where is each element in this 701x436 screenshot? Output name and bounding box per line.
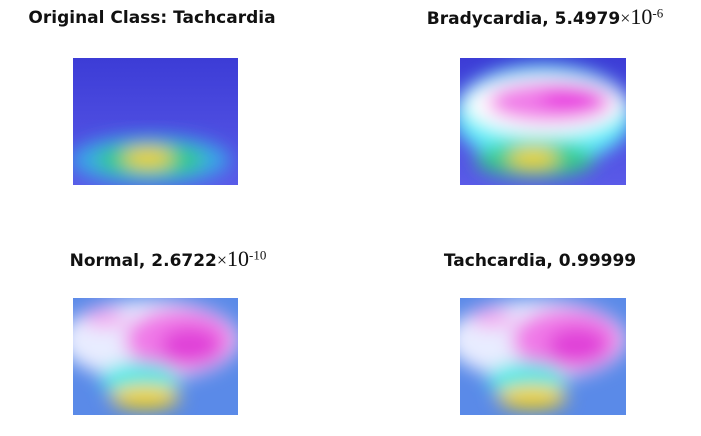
title-text: Normal, 2.6722 [69, 251, 217, 271]
title-text: Tachcardia, 0.99999 [443, 251, 637, 271]
exponent: -6 [652, 5, 664, 21]
panel-title: Original Class: Tachcardia [28, 8, 275, 28]
panel-title: Bradycardia, 5.4979×10-6 [427, 4, 663, 30]
heatmap [460, 298, 626, 415]
exponent: -10 [249, 247, 267, 263]
times-sign: × [216, 250, 228, 270]
heatmap [73, 298, 238, 415]
power-base: 10 [227, 246, 250, 271]
heatmap [460, 58, 626, 185]
times-sign: × [620, 8, 631, 28]
panel-title: Tachcardia, 0.99999 [444, 251, 636, 271]
title-text: Original Class: Tachcardia [28, 8, 276, 28]
power-base: 10 [630, 4, 653, 29]
panel-title: Normal, 2.6722×10-10 [70, 246, 267, 272]
title-text: Bradycardia, 5.4979 [426, 9, 621, 29]
heatmap [73, 58, 238, 185]
